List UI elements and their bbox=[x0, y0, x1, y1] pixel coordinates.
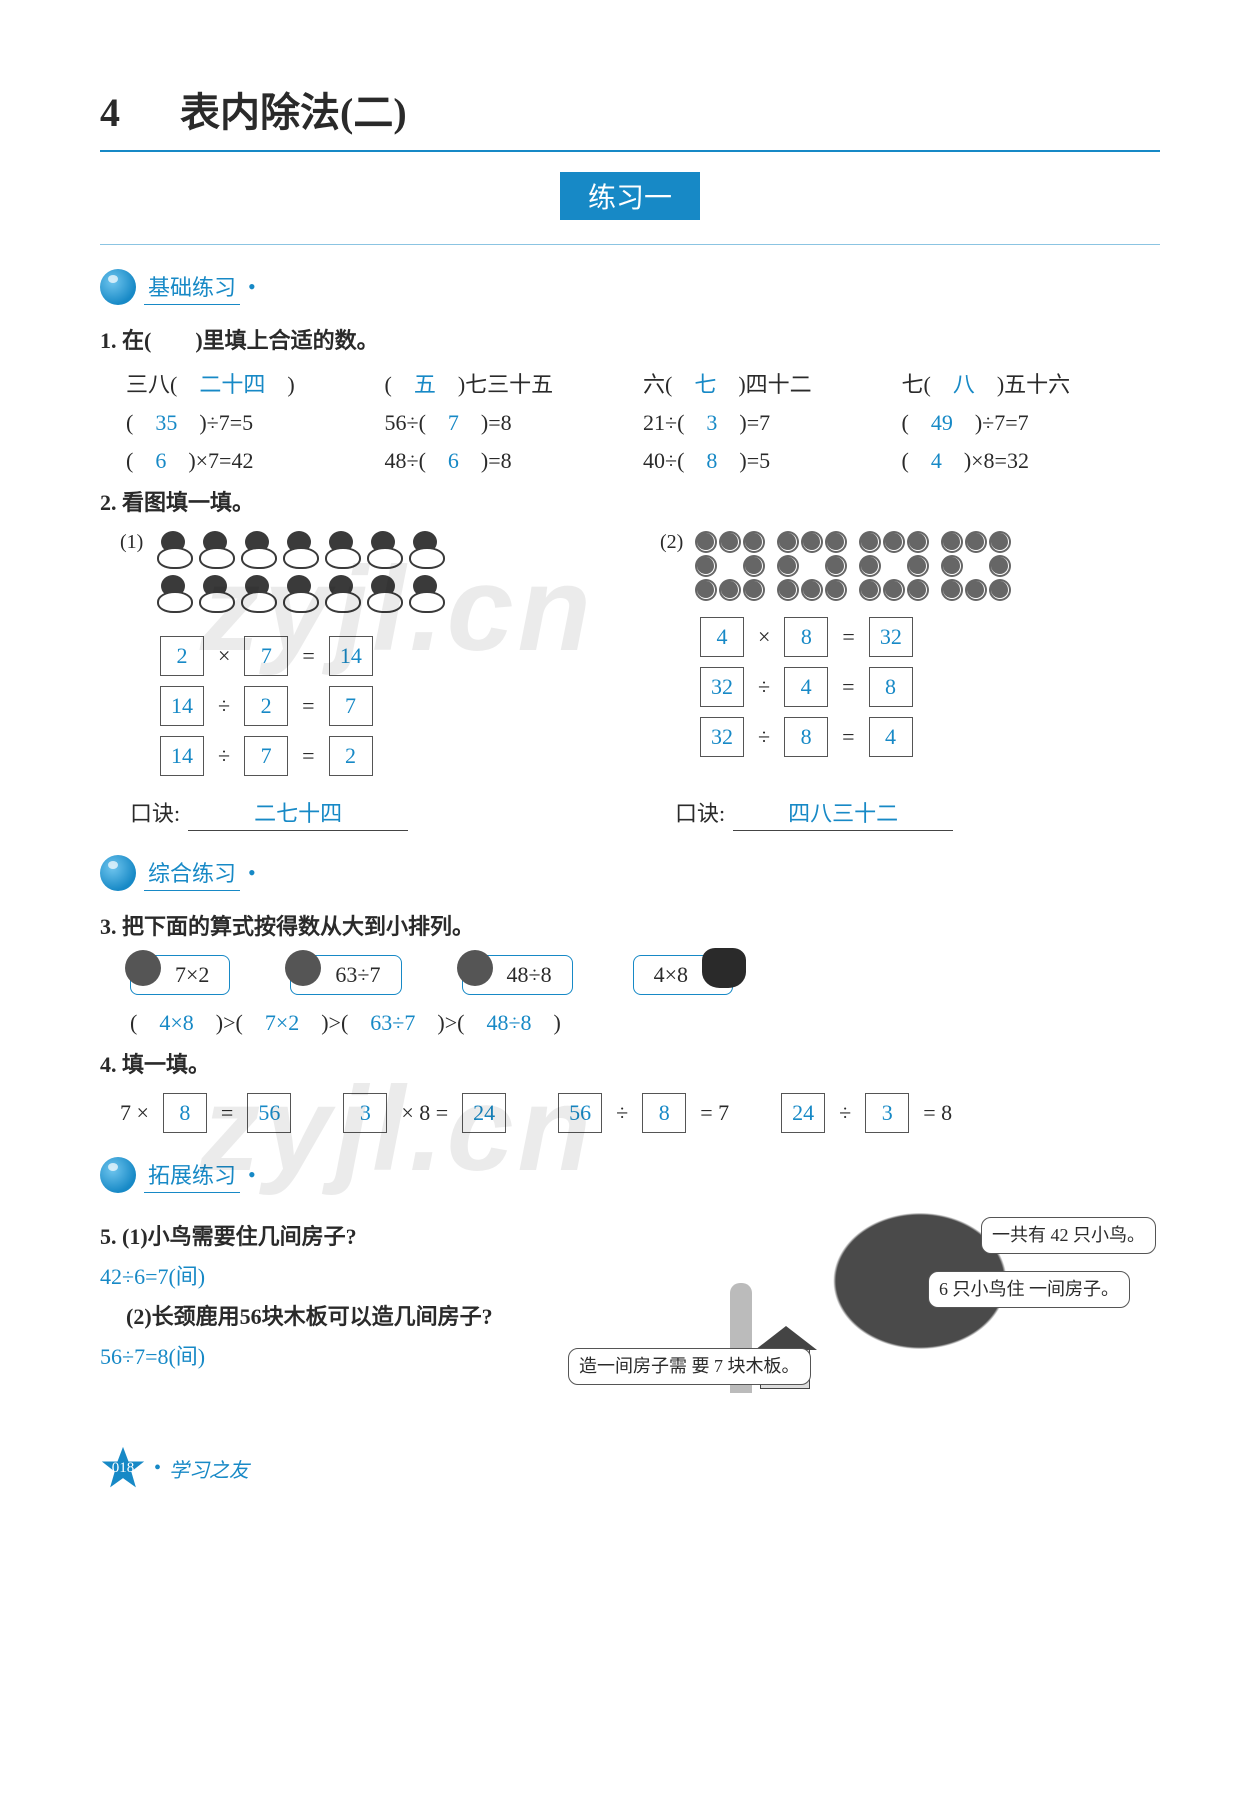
chapter-title: 4 表内除法(二) bbox=[100, 80, 1160, 150]
q2-p2-eqs: 4×8=32 32÷4=8 32÷8=4 bbox=[700, 617, 1160, 757]
q2-koujue-row: 口诀:二七十四 口诀:四八三十二 bbox=[130, 796, 1160, 831]
koujue-label-1: 口诀: bbox=[130, 796, 180, 828]
chapter-number: 4 bbox=[100, 90, 120, 135]
q1-row-2: ( 35 )÷7=5 56÷( 7 )=8 21÷( 3 )=7 ( 49 )÷… bbox=[126, 405, 1160, 437]
q1-a31: 6 bbox=[155, 448, 166, 473]
speech-bubble-2: 一共有 42 只小鸟。 bbox=[981, 1217, 1156, 1254]
q3-cards: 7×2 63÷7 48÷8 4×8 bbox=[130, 955, 1160, 995]
section-extended-header: 拓展练习 • bbox=[100, 1157, 1160, 1193]
section-combined-label: 综合练习 bbox=[144, 856, 240, 891]
speech-bubble-3: 6 只小鸟住 一间房子。 bbox=[928, 1271, 1130, 1308]
rabbit-icon bbox=[285, 950, 321, 986]
q2-figures: (1) 2×7=14 14÷2=7 14÷7=2 (2) bbox=[120, 531, 1160, 786]
expr-card: 4×8 bbox=[633, 955, 733, 995]
banner-underline bbox=[100, 244, 1160, 245]
q5-p2-label: (2)长颈鹿用56块木板可以造几间房子? bbox=[126, 1299, 530, 1331]
section-basic-header: 基础练习 • bbox=[100, 269, 1160, 305]
speech-bubble-1: 造一间房子需 要 7 块木板。 bbox=[568, 1348, 811, 1385]
q5-p1-ans: 42÷6=7(间) bbox=[100, 1259, 530, 1291]
q2-p1-label: (1) bbox=[120, 531, 143, 554]
q1-a21: 35 bbox=[155, 410, 177, 435]
q4-row: 7 ×8=56 3× 8 =24 56÷8= 7 24÷3= 8 bbox=[120, 1093, 1160, 1133]
q3-prompt: 3. 把下面的算式按得数从大到小排列。 bbox=[100, 909, 1160, 941]
koujue-2: 四八三十二 bbox=[733, 796, 953, 831]
q1-a23: 3 bbox=[706, 410, 717, 435]
q1-prompt: 1. 在( )里填上合适的数。 bbox=[100, 323, 1160, 355]
star-icon: 018 bbox=[100, 1445, 146, 1491]
globe-icon bbox=[100, 855, 136, 891]
q4-prompt: 4. 填一填。 bbox=[100, 1047, 1160, 1079]
dot-icon: • bbox=[248, 860, 256, 886]
penguin-grid bbox=[155, 531, 443, 619]
q1-a24: 49 bbox=[931, 410, 953, 435]
q1-row-1: 三八( 二十四 ) ( 五 )七三十五 六( 七 )四十二 七( 八 )五十六 bbox=[126, 367, 1160, 399]
koujue-label-2: 口诀: bbox=[675, 796, 725, 828]
q5-p1-label: 5. (1)小鸟需要住几间房子? bbox=[100, 1219, 530, 1251]
eq-box: 2 bbox=[160, 636, 204, 676]
globe-icon bbox=[100, 1157, 136, 1193]
section-extended-label: 拓展练习 bbox=[144, 1158, 240, 1193]
expr-card: 63÷7 bbox=[290, 955, 401, 995]
q2-prompt: 2. 看图填一填。 bbox=[100, 485, 1160, 517]
globe-icon bbox=[100, 269, 136, 305]
q5-illustration: 造一间房子需 要 7 块木板。 一共有 42 只小鸟。 6 只小鸟住 一间房子。 bbox=[560, 1211, 1160, 1411]
title-divider bbox=[100, 150, 1160, 152]
dot-icon: • bbox=[248, 274, 256, 300]
q2-p2-label: (2) bbox=[660, 531, 683, 554]
q1-a34: 4 bbox=[931, 448, 942, 473]
q1-a11: 二十四 bbox=[199, 372, 265, 397]
series-name: 学习之友 bbox=[169, 1454, 249, 1483]
exercise-banner: 练习一 bbox=[560, 172, 700, 220]
q1-a33: 8 bbox=[706, 448, 717, 473]
pig-icon bbox=[457, 950, 493, 986]
ball-groups bbox=[695, 531, 1011, 601]
dot-icon: • bbox=[248, 1162, 256, 1188]
chapter-name: 表内除法(二) bbox=[180, 90, 407, 135]
ball-group-icon bbox=[695, 531, 765, 601]
expr-card: 48÷8 bbox=[462, 955, 573, 995]
q1-a32: 6 bbox=[448, 448, 459, 473]
dog-icon bbox=[702, 948, 746, 988]
page-number: 018 bbox=[112, 1460, 135, 1477]
koujue-1: 二七十四 bbox=[188, 796, 408, 831]
section-combined-header: 综合练习 • bbox=[100, 855, 1160, 891]
q2-part1: (1) 2×7=14 14÷2=7 14÷7=2 bbox=[120, 531, 620, 786]
q1-a12: 五 bbox=[414, 372, 436, 397]
q3-compare: ( 4×8 )>( 7×2 )>( 63÷7 )>( 48÷8 ) bbox=[130, 1005, 1160, 1037]
section-basic-label: 基础练习 bbox=[144, 270, 240, 305]
q2-p1-eqs: 2×7=14 14÷2=7 14÷7=2 bbox=[160, 636, 620, 776]
q2-part2: (2) 4×8=32 32÷4=8 32÷8=4 bbox=[660, 531, 1160, 786]
q1-row-3: ( 6 )×7=42 48÷( 6 )=8 40÷( 8 )=5 ( 4 )×8… bbox=[126, 443, 1160, 475]
penguin-icon bbox=[155, 531, 191, 571]
q5-p2-ans: 56÷7=8(间) bbox=[100, 1339, 530, 1371]
monkey-icon bbox=[125, 950, 161, 986]
page-footer: 018 • 学习之友 bbox=[100, 1445, 1160, 1491]
q1-a22: 7 bbox=[448, 410, 459, 435]
q5: 5. (1)小鸟需要住几间房子? 42÷6=7(间) (2)长颈鹿用56块木板可… bbox=[100, 1211, 1160, 1411]
q1-a13: 七 bbox=[694, 372, 716, 397]
expr-card: 7×2 bbox=[130, 955, 230, 995]
q1-a14: 八 bbox=[953, 372, 975, 397]
